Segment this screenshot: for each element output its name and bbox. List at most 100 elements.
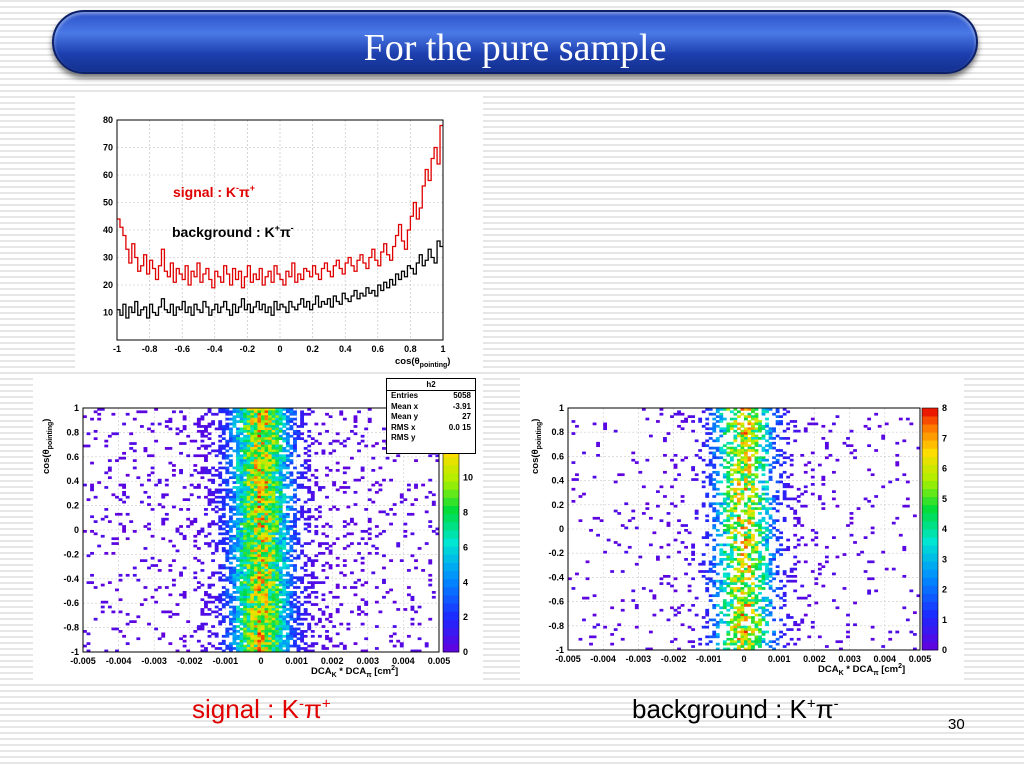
density-cell <box>719 408 724 411</box>
density-cell <box>335 632 340 636</box>
y-tick-label: 0.8 <box>66 427 79 437</box>
palette-swatch <box>922 472 938 481</box>
density-cell <box>225 542 230 545</box>
density-cell <box>278 527 283 531</box>
density-cell <box>715 633 720 636</box>
density-cell <box>715 424 720 428</box>
density-cell <box>733 587 738 590</box>
density-cell <box>90 581 94 584</box>
density-cell <box>726 504 731 508</box>
density-cell <box>765 570 769 573</box>
density-cell <box>104 551 109 555</box>
density-cell <box>204 486 208 489</box>
density-cell <box>221 451 226 455</box>
density-cell <box>902 504 907 508</box>
density-cell <box>253 425 258 428</box>
density-cell <box>261 522 265 526</box>
density-cell <box>228 600 233 604</box>
density-cell <box>239 481 244 484</box>
density-cell <box>736 461 741 464</box>
density-cell <box>761 497 766 501</box>
density-cell <box>740 408 745 411</box>
density-cell <box>243 615 248 619</box>
density-cell <box>694 512 699 515</box>
density-cell <box>325 542 329 545</box>
density-cell <box>257 498 262 502</box>
density-cell <box>768 570 773 573</box>
density-cell <box>253 578 258 582</box>
density-cell <box>83 644 87 648</box>
density-cell <box>631 589 636 593</box>
density-cell <box>754 434 759 438</box>
density-cell <box>253 466 258 470</box>
density-cell <box>701 502 706 506</box>
density-cell <box>246 410 251 414</box>
density-cell <box>232 605 237 609</box>
density-cell <box>193 544 198 548</box>
density-cell <box>705 635 710 639</box>
density-cell <box>122 527 127 531</box>
density-cell <box>261 461 265 465</box>
density-cell <box>239 583 244 587</box>
density-cell <box>232 520 237 523</box>
density-cell <box>271 410 276 414</box>
density-cell <box>367 520 372 523</box>
density-cell <box>278 512 283 516</box>
density-cell <box>754 640 759 644</box>
density-cell <box>719 620 724 624</box>
density-cell <box>261 591 265 594</box>
density-cell <box>257 630 262 633</box>
density-cell <box>232 542 237 545</box>
density-cell <box>715 623 720 627</box>
density-cell <box>250 551 255 555</box>
density-cell <box>257 427 262 431</box>
density-cell <box>221 615 226 619</box>
density-cell <box>243 454 248 458</box>
density-cell <box>236 481 240 484</box>
density-cell <box>736 562 741 566</box>
density-cell <box>246 434 251 438</box>
density-cell <box>250 464 255 467</box>
density-cell <box>726 514 731 518</box>
density-cell <box>314 603 319 606</box>
density-cell <box>147 478 151 482</box>
density-cell <box>278 591 283 594</box>
density-cell <box>232 573 237 577</box>
density-cell <box>246 481 251 484</box>
density-cell <box>275 508 280 511</box>
density-cell <box>172 583 176 587</box>
density-cell <box>275 539 280 543</box>
density-cell <box>744 449 748 452</box>
density-cell <box>779 596 784 600</box>
density-cell <box>246 649 251 653</box>
density-cell <box>271 442 276 445</box>
density-cell <box>275 547 280 550</box>
density-cell <box>300 425 305 428</box>
density-cell <box>228 544 233 548</box>
density-cell <box>246 473 251 477</box>
density-cell <box>271 551 276 555</box>
density-cell <box>278 610 283 614</box>
density-cell <box>729 483 734 486</box>
density-cell <box>253 471 258 475</box>
density-cell <box>271 444 276 448</box>
density-cell <box>321 625 326 628</box>
density-cell <box>268 505 272 509</box>
density-cell <box>282 627 287 631</box>
density-cell <box>705 475 710 479</box>
density-cell <box>747 645 752 648</box>
density-cell <box>221 427 226 431</box>
density-cell <box>314 554 319 558</box>
palette-swatch <box>922 512 938 522</box>
density-cell <box>264 427 269 431</box>
density-cell <box>729 422 734 426</box>
density-cell <box>186 649 191 653</box>
density-cell <box>772 633 776 636</box>
density-cell <box>335 488 340 492</box>
density-cell <box>218 410 223 414</box>
density-cell <box>236 512 240 516</box>
density-cell <box>293 591 297 594</box>
density-cell <box>648 543 653 547</box>
density-cell <box>236 451 240 455</box>
density-cell <box>264 434 269 438</box>
